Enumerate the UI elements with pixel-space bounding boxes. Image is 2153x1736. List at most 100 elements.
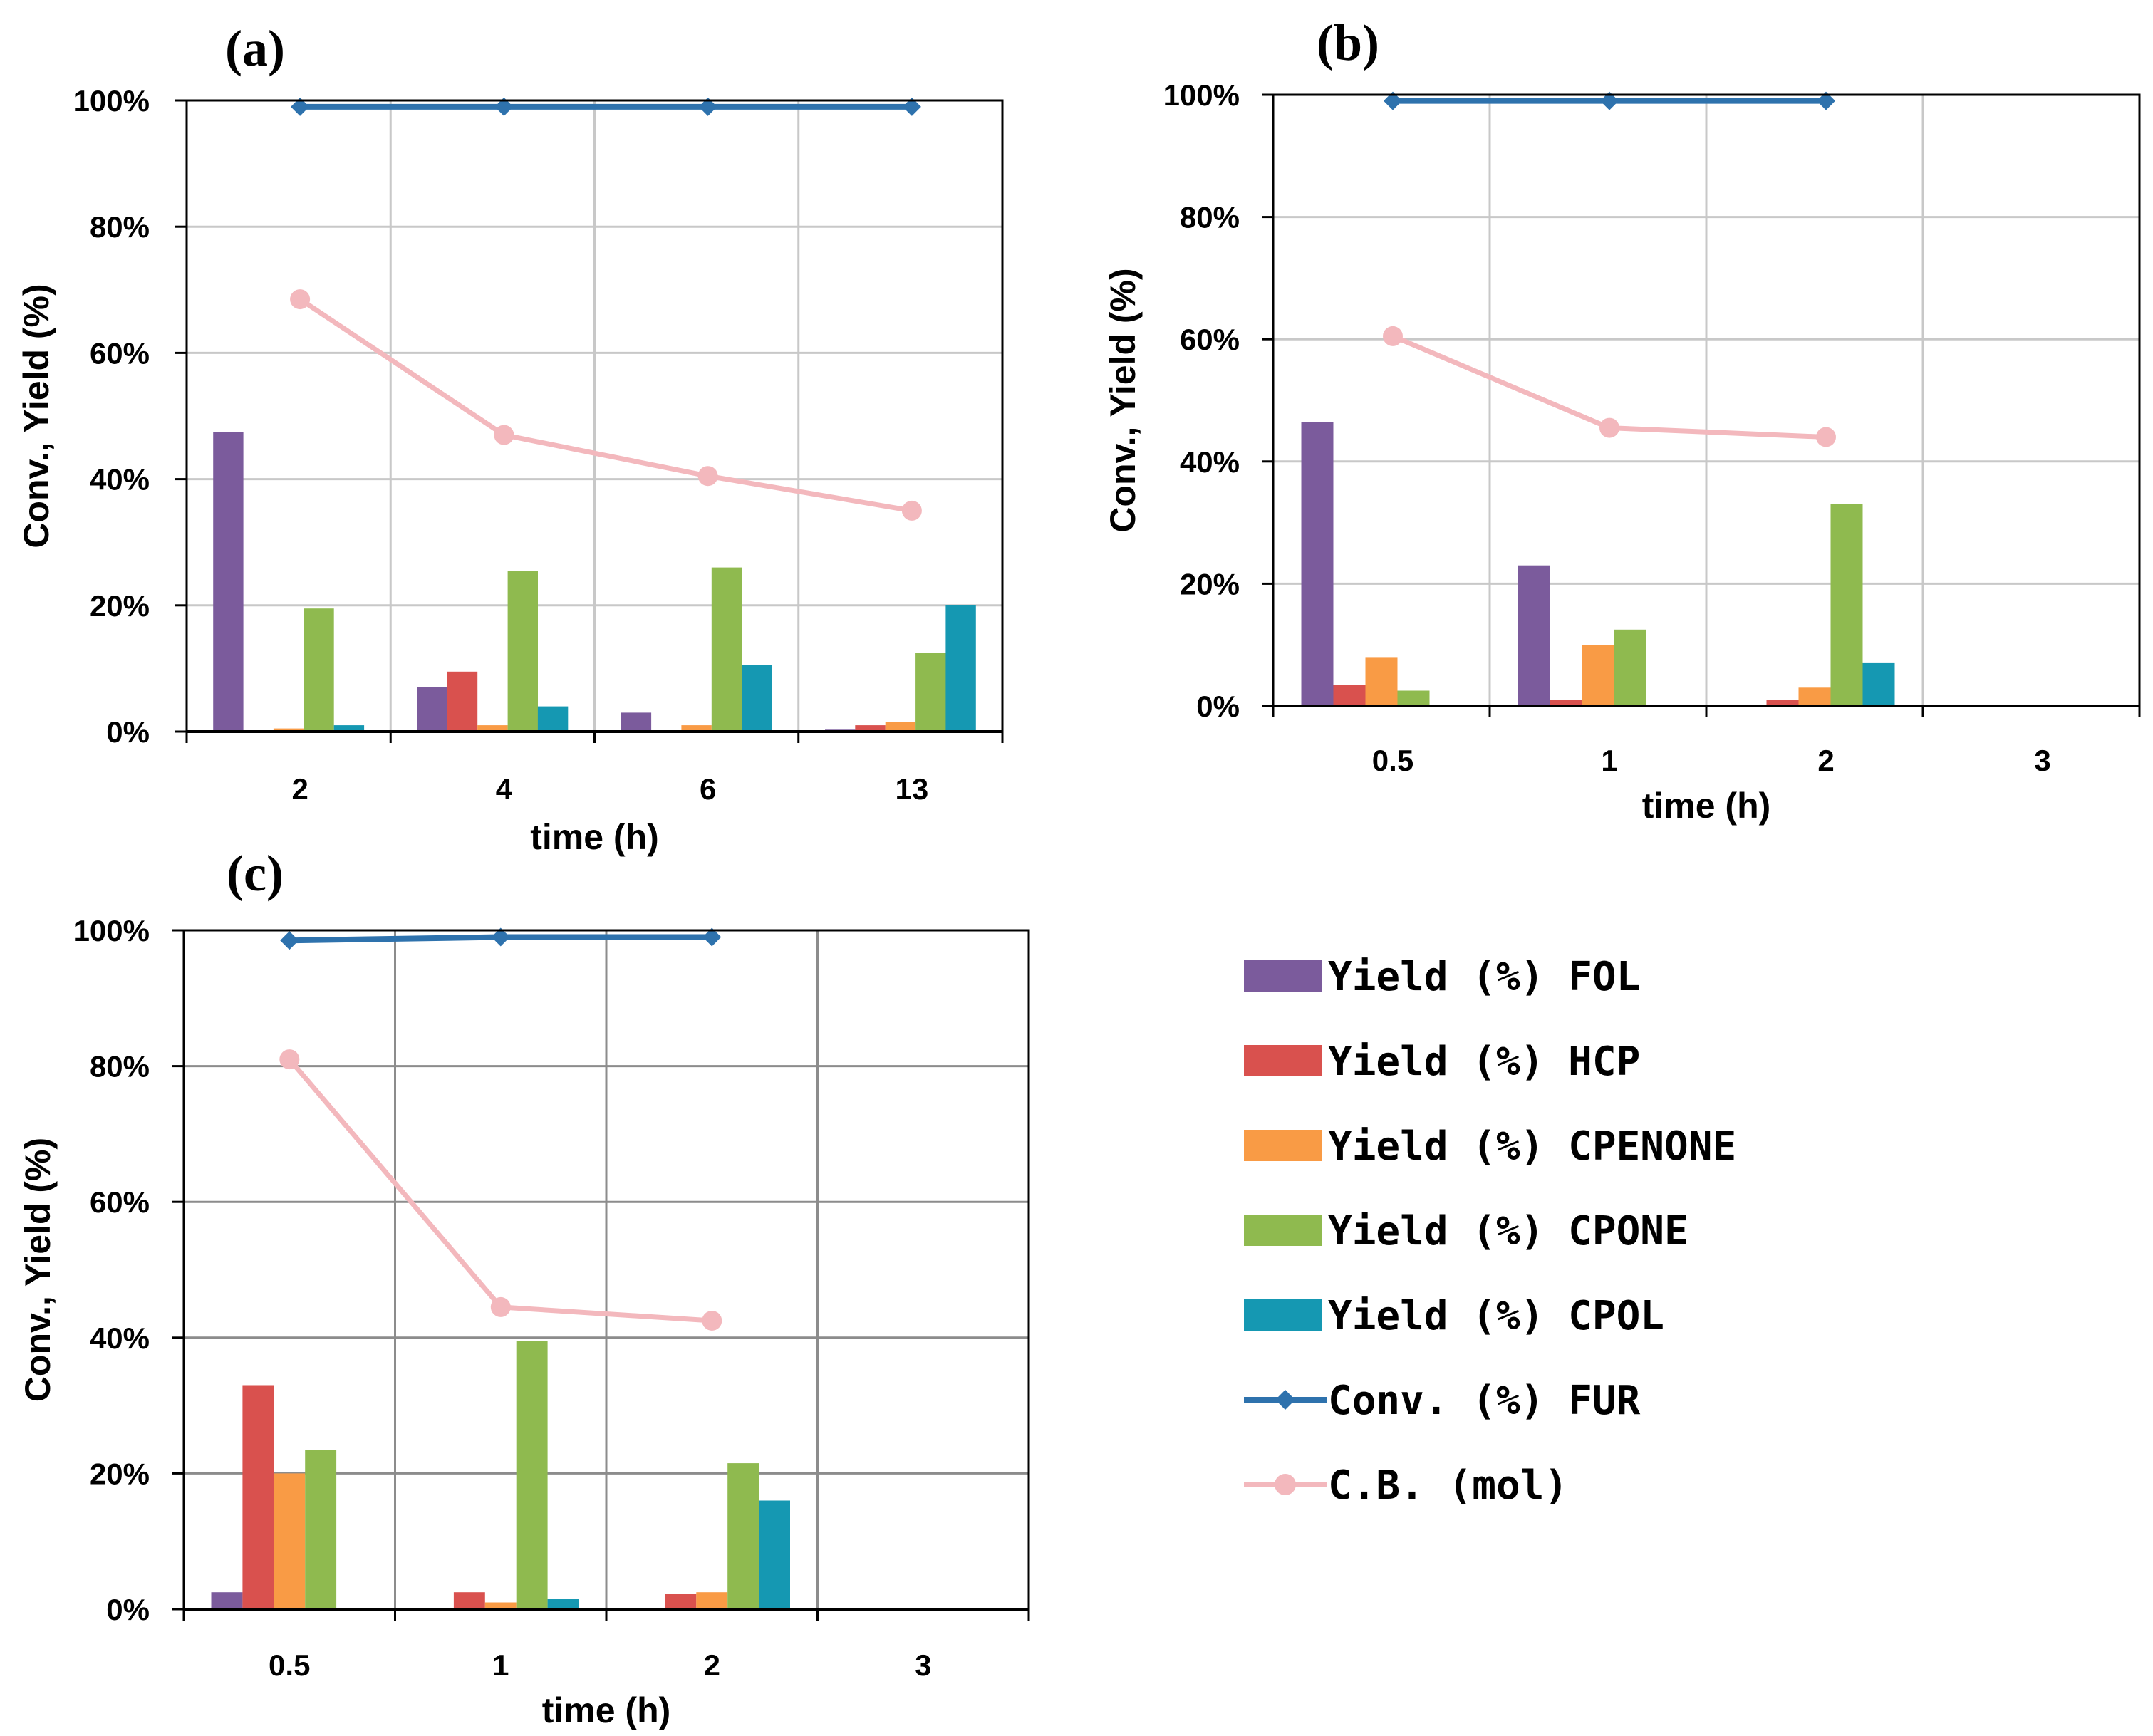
y-tick-label: 80% bbox=[1180, 201, 1240, 234]
bar-fol bbox=[213, 432, 244, 732]
bar-hcp bbox=[242, 1385, 274, 1609]
marker-cb bbox=[1599, 417, 1619, 438]
bar-cpone bbox=[727, 1463, 759, 1609]
x-tick-label: 0.5 bbox=[1372, 744, 1413, 777]
y-tick-label: 40% bbox=[1180, 445, 1240, 479]
legend-label-cpol: Yield (%) CPOL bbox=[1328, 1293, 1664, 1339]
bar-cpone bbox=[1397, 690, 1430, 706]
x-axis-title: time (h) bbox=[542, 1690, 671, 1730]
y-axis-title: Conv., Yield (%) bbox=[1103, 268, 1143, 532]
marker-cb bbox=[290, 289, 311, 310]
legend-label-hcp: Yield (%) HCP bbox=[1328, 1039, 1640, 1085]
bar-fol bbox=[621, 712, 652, 732]
y-axis-title: Conv., Yield (%) bbox=[16, 284, 56, 548]
marker-fur bbox=[702, 927, 722, 947]
bar-cpone bbox=[507, 571, 538, 732]
marker-cb bbox=[1383, 326, 1403, 346]
x-tick-label: 6 bbox=[700, 772, 716, 806]
x-tick-label: 2 bbox=[1817, 744, 1834, 777]
bar-cpol bbox=[759, 1500, 790, 1609]
y-tick-label: 40% bbox=[90, 463, 150, 497]
y-axis-title: Conv., Yield (%) bbox=[18, 1138, 58, 1402]
bar-cpenone bbox=[885, 722, 916, 732]
bar-cpenone bbox=[477, 725, 508, 732]
legend-swatch-cpol bbox=[1244, 1299, 1322, 1331]
x-tick-label: 13 bbox=[896, 772, 929, 806]
bar-cpol bbox=[547, 1599, 579, 1609]
chart-panel-a: 0% 20% 40% 60% 80% 100% 2 4 6 13 time (h) Conv., Yi… bbox=[16, 20, 1004, 857]
y-tick-label: 80% bbox=[90, 210, 150, 244]
marker-cb bbox=[1816, 427, 1836, 447]
marker-fur bbox=[1384, 91, 1402, 110]
bar-cpol bbox=[333, 725, 365, 732]
legend-marker-cb bbox=[1275, 1474, 1296, 1495]
bar-hcp bbox=[1766, 700, 1799, 706]
marker-fur bbox=[280, 931, 299, 950]
y-tick-label: 60% bbox=[90, 336, 150, 370]
bar-fol bbox=[417, 687, 447, 732]
panel-label: (b) bbox=[1317, 14, 1379, 71]
y-tick-label: 0% bbox=[106, 715, 150, 749]
y-tick-label: 20% bbox=[1180, 567, 1240, 601]
line-cb bbox=[299, 297, 913, 514]
bar-hcp bbox=[855, 725, 886, 732]
y-tick-label: 100% bbox=[73, 914, 150, 947]
y-tick-label: 0% bbox=[106, 1593, 150, 1626]
bar-hcp bbox=[1333, 685, 1366, 706]
marker-fur bbox=[698, 97, 717, 116]
x-tick-label: 2 bbox=[291, 772, 308, 806]
x-axis-title: time (h) bbox=[1642, 786, 1771, 826]
legend-swatch-cpone bbox=[1244, 1215, 1322, 1246]
x-tick-label: 1 bbox=[1601, 744, 1617, 777]
y-tick-label: 20% bbox=[90, 1457, 150, 1490]
marker-cb bbox=[901, 500, 922, 521]
bar-cpenone bbox=[1582, 645, 1614, 706]
bar-cpone bbox=[516, 1341, 548, 1609]
bar-hcp bbox=[447, 671, 478, 732]
x-axis-title: time (h) bbox=[530, 817, 659, 857]
y-tick-label: 60% bbox=[1180, 323, 1240, 356]
bar-fol bbox=[1518, 565, 1550, 706]
y-tick-label: 100% bbox=[73, 84, 150, 118]
marker-fur bbox=[1600, 91, 1619, 110]
marker-cb bbox=[490, 1296, 511, 1317]
chart-panel-c: 0% 20% 40% 60% 80% 100% 0.5 1 2 3 time (h) Conv., Y… bbox=[18, 845, 1030, 1730]
bar-cpol bbox=[537, 706, 569, 732]
bar-cpenone bbox=[484, 1602, 517, 1609]
panel-label: (c) bbox=[227, 845, 284, 902]
bar-cpol bbox=[742, 665, 772, 732]
legend: Yield (%) FOL Yield (%) HCP Yield (%) CPEN… bbox=[1244, 954, 1736, 1509]
bar-cpone bbox=[304, 608, 334, 732]
bar-fol bbox=[1301, 422, 1334, 706]
marker-cb bbox=[494, 425, 514, 445]
y-tick-label: 40% bbox=[90, 1321, 150, 1355]
marker-cb bbox=[702, 1311, 722, 1331]
bar-cpenone bbox=[1365, 657, 1398, 706]
legend-label-fol: Yield (%) FOL bbox=[1328, 954, 1640, 1000]
marker-fur bbox=[491, 927, 510, 947]
bar-cpenone bbox=[274, 1473, 306, 1609]
bar-cpenone bbox=[696, 1592, 728, 1609]
y-tick-label: 0% bbox=[1196, 690, 1240, 723]
marker-fur bbox=[291, 97, 310, 116]
bar-hcp bbox=[1550, 700, 1582, 706]
marker-fur bbox=[494, 97, 514, 116]
legend-swatch-hcp bbox=[1244, 1045, 1322, 1076]
legend-marker-fur bbox=[1275, 1390, 1295, 1410]
legend-swatch-fol bbox=[1244, 960, 1322, 992]
panel-label: (a) bbox=[225, 20, 285, 77]
bar-cpol bbox=[945, 605, 976, 732]
bar-cpone bbox=[1830, 504, 1863, 706]
legend-label-fur: Conv. (%) FUR bbox=[1328, 1378, 1641, 1424]
legend-swatch-cpenone bbox=[1244, 1130, 1322, 1161]
y-tick-label: 20% bbox=[90, 589, 150, 623]
x-tick-label: 1 bbox=[492, 1648, 509, 1682]
x-tick-label: 3 bbox=[2034, 744, 2050, 777]
y-tick-label: 60% bbox=[90, 1185, 150, 1219]
bar-hcp bbox=[453, 1592, 485, 1609]
bar-cpone bbox=[305, 1450, 337, 1609]
marker-cb bbox=[279, 1049, 300, 1070]
bar-fol bbox=[211, 1592, 243, 1609]
bar-cpol bbox=[1862, 662, 1895, 706]
